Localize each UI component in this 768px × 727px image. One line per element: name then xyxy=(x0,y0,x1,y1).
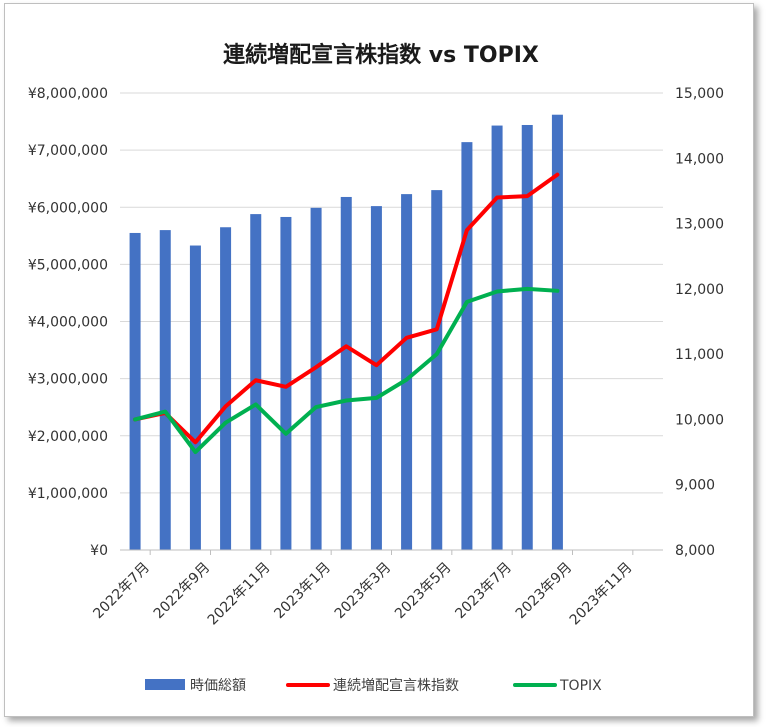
bar xyxy=(340,196,352,550)
y-right-tick-label: 8,000 xyxy=(675,543,715,559)
y-right-tick-label: 14,000 xyxy=(675,151,724,167)
bar xyxy=(370,206,382,551)
series-line xyxy=(133,286,560,455)
bar xyxy=(461,142,473,550)
bar xyxy=(280,216,292,550)
legend: 時価総額 連続増配宣言株指数 TOPIX xyxy=(145,677,602,694)
y-right-tick-label: 12,000 xyxy=(675,282,724,298)
y-left-tick-label: ¥2,000,000 xyxy=(28,429,108,445)
x-tick-label: 2023年7月 xyxy=(452,560,515,623)
bar xyxy=(401,194,413,550)
y-right-tick-label: 11,000 xyxy=(675,347,724,363)
bar xyxy=(310,207,322,551)
y-left-tick-label: ¥0 xyxy=(90,543,108,559)
y-left-tick-label: ¥4,000,000 xyxy=(28,315,108,331)
bar-series xyxy=(129,114,563,551)
y-left-tick-label: ¥6,000,000 xyxy=(28,200,108,216)
x-tick-label: 2023年3月 xyxy=(332,560,395,623)
chart-title: 連続増配宣言株指数 vs TOPIX xyxy=(223,42,539,68)
bar xyxy=(189,245,201,550)
legend-key xyxy=(145,679,185,690)
y-left-tick-label: ¥7,000,000 xyxy=(28,143,108,159)
legend-label: TOPIX xyxy=(559,678,602,694)
y-left-tick-label: ¥1,000,000 xyxy=(28,486,108,502)
x-tick-label: 2023年1月 xyxy=(271,560,334,623)
bar xyxy=(431,190,443,551)
bar xyxy=(220,227,232,550)
y-left-tick-label: ¥5,000,000 xyxy=(28,257,108,273)
chart-frame: 連続増配宣言株指数 vs TOPIX ¥0 ¥1,000,000 ¥2,000,00… xyxy=(4,3,754,717)
x-tick-label: 2023年5月 xyxy=(392,560,455,623)
chart-canvas: 連続増配宣言株指数 vs TOPIX ¥0 ¥1,000,000 ¥2,000,00… xyxy=(28,42,724,694)
y-left-tick-label: ¥3,000,000 xyxy=(28,372,108,388)
line-series xyxy=(133,172,560,455)
y-right-tick-label: 13,000 xyxy=(675,217,724,233)
bar xyxy=(521,124,533,551)
bar xyxy=(129,232,141,551)
bar xyxy=(159,230,171,550)
series-line xyxy=(133,172,560,445)
x-tick-label: 2022年9月 xyxy=(151,560,214,623)
bar xyxy=(551,114,563,551)
x-tick-label: 2023年11月 xyxy=(567,560,636,629)
x-tick-label: 2022年7月 xyxy=(90,560,153,623)
legend-label: 時価総額 xyxy=(190,678,246,694)
y-left-tick-label: ¥8,000,000 xyxy=(28,86,108,102)
y-right-tick-label: 15,000 xyxy=(675,86,724,102)
y-right-tick-label: 10,000 xyxy=(675,412,724,428)
y-right-tick-label: 9,000 xyxy=(675,478,715,494)
x-tick-label: 2022年11月 xyxy=(205,560,274,629)
bar xyxy=(491,125,503,550)
legend-label: 連続増配宣言株指数 xyxy=(333,677,459,694)
x-tick-label: 2023年9月 xyxy=(513,560,576,623)
